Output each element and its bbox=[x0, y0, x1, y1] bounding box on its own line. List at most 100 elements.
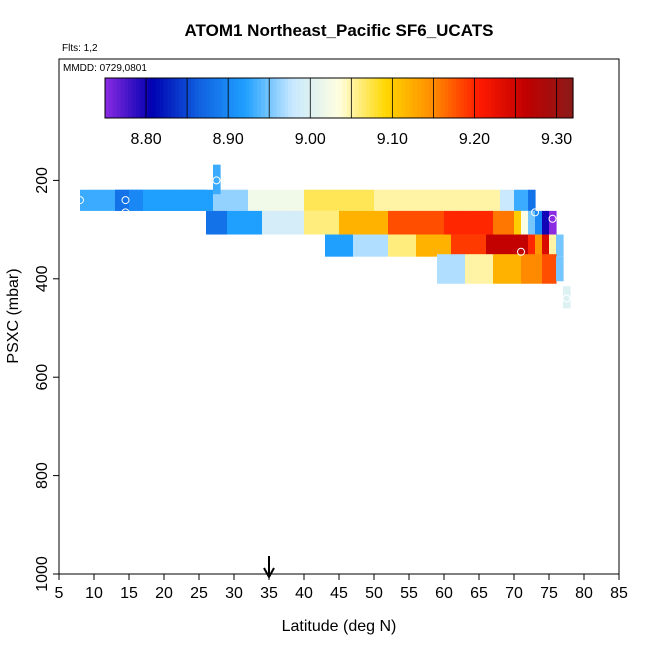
heatmap-cell bbox=[510, 189, 515, 211]
heatmap-cell bbox=[347, 210, 352, 235]
flight-marker-circle bbox=[76, 196, 84, 205]
colorbar-swatch bbox=[323, 78, 328, 118]
colorbar-swatch bbox=[296, 78, 301, 118]
heatmap-cell bbox=[339, 210, 344, 235]
colorbar-swatch bbox=[105, 78, 110, 118]
heatmap-cell bbox=[349, 234, 354, 257]
colorbar-swatch bbox=[167, 78, 172, 118]
colorbar-swatch bbox=[268, 78, 274, 118]
heatmap-cell bbox=[216, 189, 222, 211]
colorbar-swatch bbox=[257, 78, 262, 118]
heatmap-cell bbox=[489, 234, 495, 257]
colorbar-swatch bbox=[378, 78, 383, 118]
heatmap-cell bbox=[356, 234, 362, 257]
colorbar-swatch bbox=[393, 78, 399, 118]
heatmap-cell bbox=[425, 189, 430, 211]
colorbar-swatch bbox=[436, 78, 441, 118]
heatmap-cell bbox=[528, 234, 533, 257]
colorbar-tick-label: 8.90 bbox=[213, 131, 244, 148]
heatmap-cell bbox=[389, 189, 395, 211]
colorbar-swatch bbox=[202, 78, 207, 118]
heatmap-cell bbox=[437, 254, 442, 284]
heatmap-cell bbox=[115, 189, 120, 211]
heatmap-cell bbox=[227, 210, 232, 235]
heatmap-cell bbox=[319, 210, 325, 235]
heatmap-cell bbox=[364, 234, 370, 257]
heatmap-cell bbox=[531, 234, 536, 257]
heatmap-cell bbox=[416, 210, 421, 235]
heatmap-cell bbox=[273, 210, 278, 235]
heatmap-cell bbox=[535, 210, 540, 235]
heatmap-cell bbox=[236, 189, 241, 211]
heatmap-cell bbox=[375, 210, 381, 235]
heatmap-cell bbox=[458, 234, 464, 257]
heatmap-cell bbox=[376, 234, 381, 257]
heatmap-cell bbox=[374, 189, 379, 211]
colorbar-swatch bbox=[385, 78, 391, 118]
heatmap-cell bbox=[367, 210, 373, 235]
heatmap-cell bbox=[537, 254, 543, 284]
heatmap-cell bbox=[509, 254, 514, 284]
heatmap-cell bbox=[323, 210, 328, 235]
heatmap-cell bbox=[501, 234, 506, 257]
colorbar-swatch bbox=[237, 78, 243, 118]
colorbar-swatch bbox=[498, 78, 504, 118]
heatmap-cell bbox=[201, 189, 206, 211]
heatmap-cell bbox=[456, 189, 462, 211]
heatmap-cell bbox=[280, 189, 285, 211]
heatmap-cell bbox=[354, 189, 360, 211]
heatmap-cell bbox=[486, 234, 491, 257]
heatmap-cell bbox=[362, 189, 367, 211]
heatmap-cell bbox=[262, 210, 267, 235]
colorbar-swatch bbox=[206, 78, 211, 118]
colorbar-swatch bbox=[120, 78, 126, 118]
heatmap-cell bbox=[472, 189, 477, 211]
heatmap-cell bbox=[468, 189, 474, 211]
colorbar-swatch bbox=[339, 78, 344, 118]
heatmap-cell bbox=[453, 254, 458, 284]
heatmap-cell bbox=[292, 210, 297, 235]
y-tick-label: 800 bbox=[34, 462, 51, 489]
heatmap-cell bbox=[370, 189, 375, 211]
heatmap-cell bbox=[473, 254, 478, 284]
x-tick-label: 60 bbox=[435, 585, 453, 602]
heatmap-cell bbox=[372, 234, 377, 257]
colorbar-swatch bbox=[331, 78, 336, 118]
y-axis: 200 400 600 800 1000 bbox=[34, 167, 59, 592]
colorbar-tick-label: 9.30 bbox=[541, 131, 572, 148]
heatmap-cell bbox=[501, 210, 507, 235]
heatmap-cell bbox=[400, 234, 405, 257]
heatmap-cell bbox=[325, 234, 330, 257]
colorbar-swatch bbox=[136, 78, 141, 118]
heatmap-cell bbox=[404, 234, 409, 257]
heatmap-cell bbox=[528, 210, 533, 235]
heatmap-cell bbox=[143, 189, 148, 211]
heatmap-cell bbox=[311, 210, 317, 235]
heatmap-cell bbox=[216, 164, 221, 195]
heatmap-cell bbox=[474, 234, 479, 257]
heatmap-cell bbox=[566, 286, 571, 309]
heatmap-cell bbox=[549, 234, 554, 257]
colorbar-tick-label: 8.80 bbox=[130, 131, 161, 148]
heatmap-cell bbox=[421, 189, 426, 211]
heatmap-cell bbox=[443, 234, 448, 257]
heatmap-cell bbox=[423, 234, 429, 257]
colorbar-swatch bbox=[198, 78, 204, 118]
heatmap-cell bbox=[525, 254, 530, 284]
heatmap-cell bbox=[501, 254, 506, 284]
heatmap-cell bbox=[393, 189, 399, 211]
colorbar-swatch bbox=[222, 78, 227, 118]
heatmap-cell bbox=[480, 210, 486, 235]
heatmap-cell bbox=[538, 234, 543, 257]
heatmap-cell bbox=[444, 189, 450, 211]
heatmap-cell bbox=[307, 210, 313, 235]
y-axis-label: PSXC (mbar) bbox=[5, 268, 22, 363]
heatmap-cell bbox=[497, 234, 502, 257]
heatmap-cell bbox=[388, 234, 393, 257]
heatmap-cell bbox=[521, 189, 526, 211]
heatmap-cell bbox=[232, 189, 237, 211]
heatmap-cell bbox=[341, 234, 346, 257]
heatmap-cell bbox=[460, 210, 466, 235]
heatmap-cell bbox=[189, 189, 195, 211]
heatmap-cell bbox=[437, 189, 442, 211]
